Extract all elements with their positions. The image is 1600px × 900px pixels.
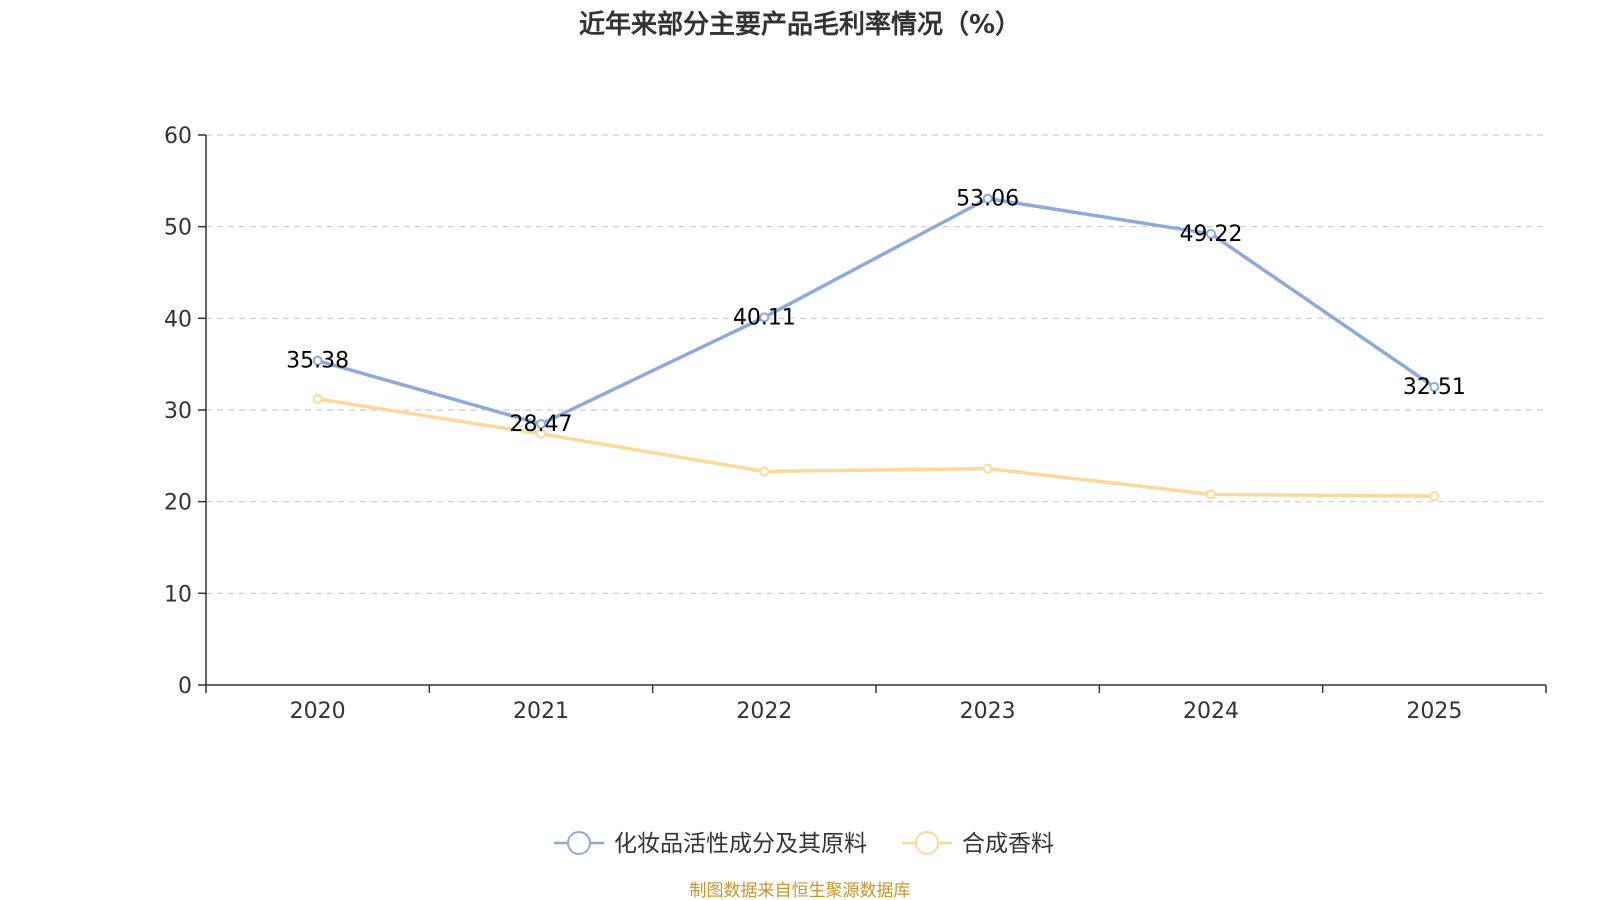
axes: 0 10 20 30 40 50 60 2020 2021 2022 2023 2024 2025 <box>164 124 1547 724</box>
x-tick-label: 2021 <box>513 699 569 724</box>
source-note: 制图数据来自恒生聚源数据库 <box>690 881 911 900</box>
data-point[interactable] <box>536 419 546 430</box>
y-tick-label: 0 <box>178 674 192 699</box>
legend-item-1[interactable]: 合成香料 <box>902 831 1054 857</box>
data-point[interactable] <box>312 355 323 366</box>
x-tick-label: 2025 <box>1406 699 1462 724</box>
data-point[interactable] <box>536 428 546 439</box>
x-tick-label: 2020 <box>290 699 346 724</box>
data-point[interactable] <box>982 463 993 474</box>
data-point[interactable] <box>1206 489 1216 500</box>
y-tick-label: 60 <box>164 124 192 149</box>
series-line-1 <box>317 397 1435 498</box>
y-tick-label: 50 <box>164 216 192 241</box>
data-label: 40.11 <box>733 305 796 330</box>
legend-item-0[interactable]: 化妆品活性成分及其原料 <box>554 831 867 857</box>
series-lines <box>312 193 1440 502</box>
y-tick-label: 30 <box>164 399 192 424</box>
data-label: 35.38 <box>286 349 349 374</box>
grid-lines <box>206 134 1546 594</box>
y-tick-label: 20 <box>164 491 192 516</box>
x-tick-label: 2022 <box>736 699 792 724</box>
series-line-0 <box>317 196 1436 426</box>
data-label: 32.51 <box>1403 375 1466 400</box>
data-point[interactable] <box>1429 381 1440 392</box>
x-tick-label: 2024 <box>1183 699 1239 724</box>
data-point[interactable] <box>1206 228 1216 239</box>
data-labels: 35.38 28.47 40.11 53.06 49.22 32.51 <box>286 187 1466 437</box>
legend-marker-icon <box>915 831 939 855</box>
legend-label: 化妆品活性成分及其原料 <box>614 831 867 857</box>
data-point[interactable] <box>312 394 323 404</box>
y-tick-label: 10 <box>164 582 192 607</box>
x-tick-label: 2023 <box>960 699 1016 724</box>
legend-label: 合成香料 <box>962 831 1054 857</box>
data-point[interactable] <box>759 312 770 323</box>
data-label: 28.47 <box>510 412 573 437</box>
legend[interactable]: 化妆品活性成分及其原料 合成香料 <box>554 831 1054 857</box>
data-label: 53.06 <box>956 187 1019 212</box>
data-label: 49.22 <box>1180 222 1243 247</box>
chart-title: 近年来部分主要产品毛利率情况（%） <box>579 9 1021 40</box>
legend-marker-icon <box>567 831 591 855</box>
data-point[interactable] <box>759 466 770 477</box>
data-point[interactable] <box>982 193 993 204</box>
y-tick-label: 40 <box>164 307 192 332</box>
data-point[interactable] <box>1429 491 1440 502</box>
